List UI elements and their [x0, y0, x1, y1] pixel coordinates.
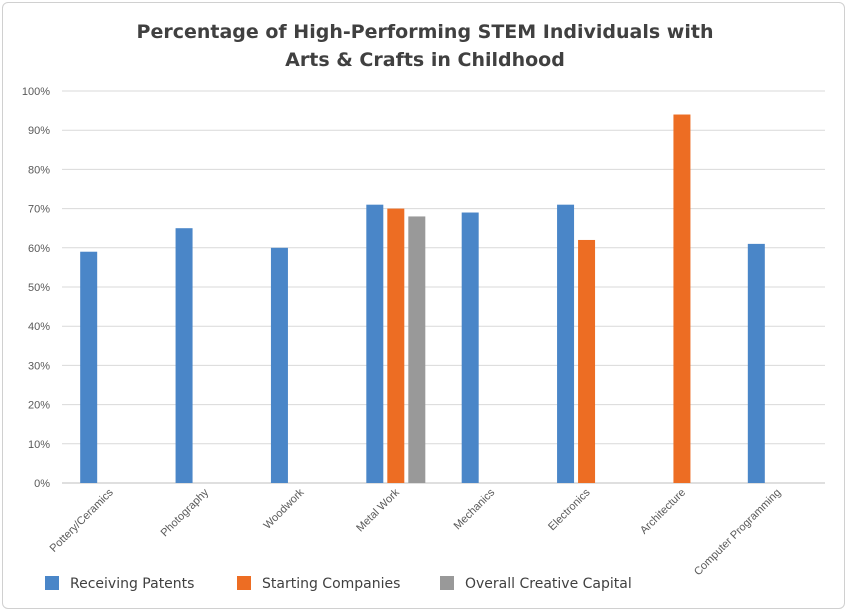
y-tick-label: 40% [28, 321, 50, 333]
bar-starting-companies [578, 239, 596, 483]
y-tick-label: 60% [28, 243, 50, 255]
x-tick-label: Photography [159, 486, 212, 539]
y-tick-label: 30% [28, 360, 50, 372]
legend-label: Overall Creative Capital [465, 576, 632, 592]
y-tick-label: 70% [28, 204, 50, 216]
x-tick-label: Electronics [546, 486, 593, 533]
y-tick-label: 100% [22, 86, 50, 98]
y-tick-label: 90% [28, 125, 50, 137]
bar-receiving-patents [557, 204, 575, 483]
x-tick-label: Architecture [638, 487, 688, 537]
bar-overall-creative-capital [408, 216, 426, 483]
x-tick-label: Metal Work [354, 486, 402, 534]
x-tick-label: Mechanics [452, 486, 498, 532]
y-tick-label: 10% [28, 439, 50, 451]
bar-receiving-patents [366, 204, 384, 483]
bar-receiving-patents [270, 247, 288, 483]
bar-receiving-patents [175, 228, 193, 483]
y-tick-label: 0% [34, 478, 50, 490]
chart-title-line-1: Percentage of High-Performing STEM Indiv… [137, 21, 714, 43]
x-tick-label: Woodwork [261, 486, 306, 531]
bar-starting-companies [673, 114, 691, 484]
legend-swatch [237, 576, 251, 590]
chart-title-line-2: Arts & Crafts in Childhood [285, 49, 565, 71]
y-tick-label: 80% [28, 164, 50, 176]
y-tick-label: 50% [28, 282, 50, 294]
y-tick-label: 20% [28, 400, 50, 412]
legend-swatch [45, 576, 59, 590]
x-tick-label: Pottery/Ceramics [48, 486, 116, 554]
bar-receiving-patents [747, 243, 765, 483]
legend-label: Starting Companies [262, 576, 400, 592]
legend-swatch [440, 576, 454, 590]
bar-starting-companies [387, 208, 405, 483]
bar-receiving-patents [80, 251, 98, 483]
bar-receiving-patents [461, 212, 479, 483]
x-tick-label: Computer Programming [692, 487, 783, 578]
legend-label: Receiving Patents [70, 576, 194, 592]
